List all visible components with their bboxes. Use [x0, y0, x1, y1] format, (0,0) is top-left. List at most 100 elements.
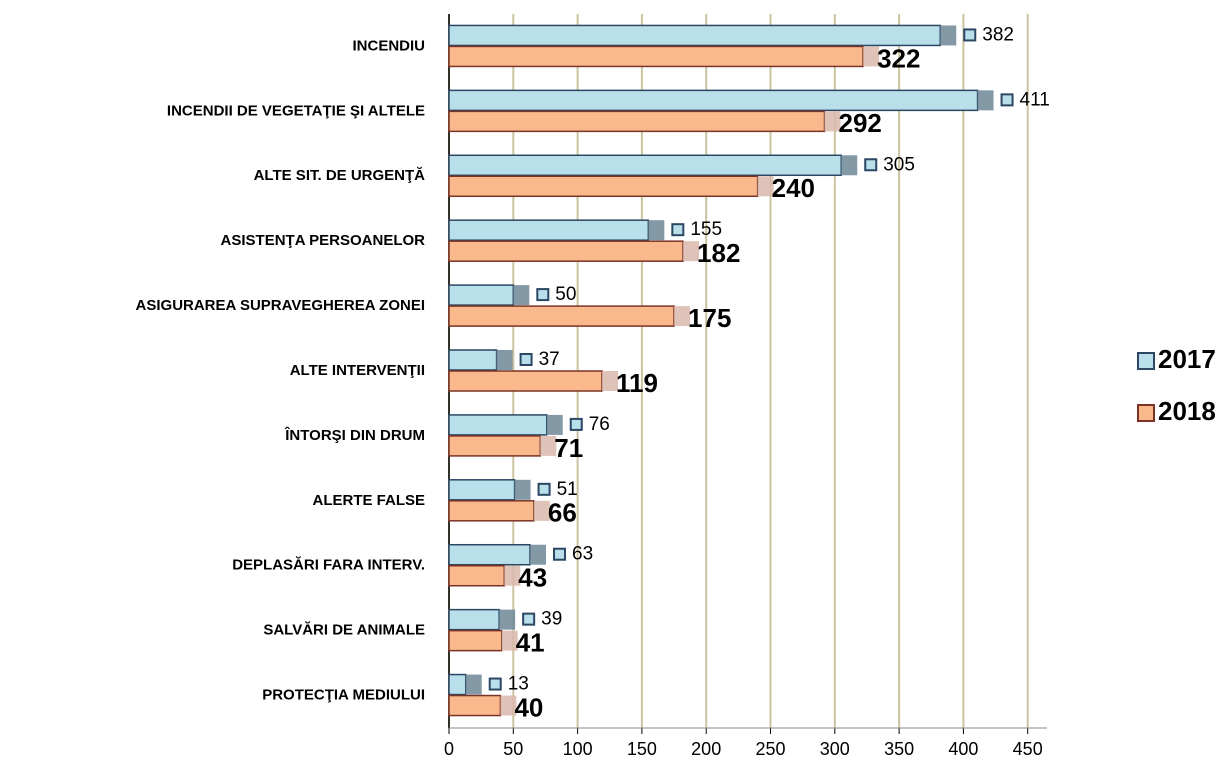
- bar: [448, 110, 826, 133]
- label-marker: [671, 223, 685, 237]
- data-label: 76: [589, 414, 610, 435]
- data-label: 63: [572, 544, 593, 565]
- data-label: 155: [690, 219, 722, 240]
- category-label: ÎNTORŞI DIN DRUM: [284, 426, 425, 444]
- bar: [448, 284, 515, 306]
- data-label: 175: [688, 303, 731, 333]
- data-label: 119: [616, 368, 658, 398]
- bar-cap: [674, 306, 691, 327]
- data-label: 41: [516, 628, 545, 658]
- bar-cap: [683, 241, 700, 262]
- bar-cap: [757, 176, 774, 197]
- x-tick-label: 250: [755, 739, 785, 759]
- label-marker: [537, 482, 551, 496]
- bar-cap: [841, 155, 858, 176]
- legend-label: 2017: [1158, 344, 1216, 374]
- x-tick-label: 350: [884, 739, 914, 759]
- bar-cap: [546, 414, 563, 435]
- label-marker: [569, 417, 583, 431]
- category-label: ALERTE FALSE: [312, 492, 425, 509]
- bar-cap: [648, 220, 665, 241]
- bar: [448, 349, 498, 371]
- label-marker: [488, 677, 502, 691]
- bar: [448, 435, 542, 457]
- bar: [448, 414, 548, 436]
- bar: [448, 564, 506, 587]
- bar-cap: [465, 674, 482, 695]
- bar: [448, 175, 759, 198]
- x-tick-label: 150: [627, 739, 657, 759]
- bar-cap: [530, 544, 547, 565]
- category-label: ALTE INTERVENŢII: [290, 362, 425, 379]
- x-tick-label: 0: [444, 739, 454, 759]
- bar-cap: [540, 435, 557, 456]
- data-label: 182: [697, 238, 740, 268]
- bar-cap: [496, 350, 513, 370]
- legend-swatch: [1137, 352, 1155, 370]
- data-label: 292: [839, 108, 882, 138]
- data-label: 37: [539, 349, 560, 370]
- bar: [448, 608, 500, 631]
- label-marker: [963, 28, 977, 42]
- data-label: 382: [982, 24, 1014, 45]
- bar: [448, 89, 979, 112]
- label-marker: [1000, 93, 1014, 107]
- bar-cap: [504, 565, 521, 586]
- label-marker: [522, 612, 536, 626]
- x-tick-label: 100: [563, 739, 593, 759]
- bar-cap: [499, 609, 516, 630]
- bar: [448, 673, 467, 696]
- legend-swatch: [1137, 404, 1155, 422]
- bar: [448, 370, 603, 392]
- bar-cap: [501, 630, 518, 651]
- bar-cap: [602, 371, 619, 391]
- bar-cap: [500, 695, 517, 716]
- data-label: 43: [518, 563, 547, 593]
- x-tick-label: 200: [691, 739, 721, 759]
- data-label: 13: [508, 674, 529, 695]
- data-label: 71: [554, 433, 583, 463]
- bar: [448, 240, 684, 262]
- bar-cap: [940, 25, 957, 46]
- data-label: 51: [557, 479, 578, 500]
- bar: [448, 305, 675, 327]
- x-tick-label: 50: [503, 739, 523, 759]
- category-label: DEPLASĂRI FARA INTERV.: [232, 557, 425, 574]
- bar: [448, 45, 864, 68]
- label-marker: [553, 547, 567, 561]
- data-label: 411: [1020, 89, 1050, 110]
- data-label: 66: [548, 498, 577, 528]
- bar-cap: [863, 46, 880, 67]
- category-label: ASIGURAREA SUPRAVEGHEREA ZONEI: [136, 297, 425, 314]
- x-tick-label: 450: [1013, 739, 1043, 759]
- data-label: 39: [541, 609, 562, 630]
- bar-cap: [977, 90, 994, 111]
- bar: [448, 219, 650, 241]
- label-marker: [519, 353, 533, 366]
- data-label: 305: [883, 154, 915, 175]
- bar-cap: [514, 479, 531, 500]
- category-label: INCENDII DE VEGETAŢIE ŞI ALTELE: [167, 102, 425, 119]
- category-label: ASISTENŢA PERSOANELOR: [221, 232, 426, 249]
- bar: [448, 694, 502, 717]
- category-label: ALTE SIT. DE URGENŢĂ: [254, 167, 426, 184]
- data-label: 240: [772, 173, 815, 203]
- label-marker: [864, 158, 878, 172]
- bar: [448, 629, 503, 652]
- bar: [448, 500, 535, 522]
- legend-label: 2018: [1158, 396, 1216, 426]
- label-marker: [536, 288, 550, 302]
- x-tick-label: 400: [948, 739, 978, 759]
- data-label: 50: [555, 284, 576, 305]
- bar: [448, 479, 516, 501]
- bar-cap: [824, 111, 841, 132]
- x-tick-label: 300: [820, 739, 850, 759]
- category-label: INCENDIU: [352, 37, 425, 54]
- category-label: SALVĂRI DE ANIMALE: [263, 622, 425, 639]
- data-label: 322: [877, 43, 920, 73]
- bar-cap: [533, 500, 550, 521]
- bar-cap: [513, 285, 530, 306]
- bar: [448, 24, 942, 47]
- category-label: PROTECŢIA MEDIULUI: [262, 687, 425, 704]
